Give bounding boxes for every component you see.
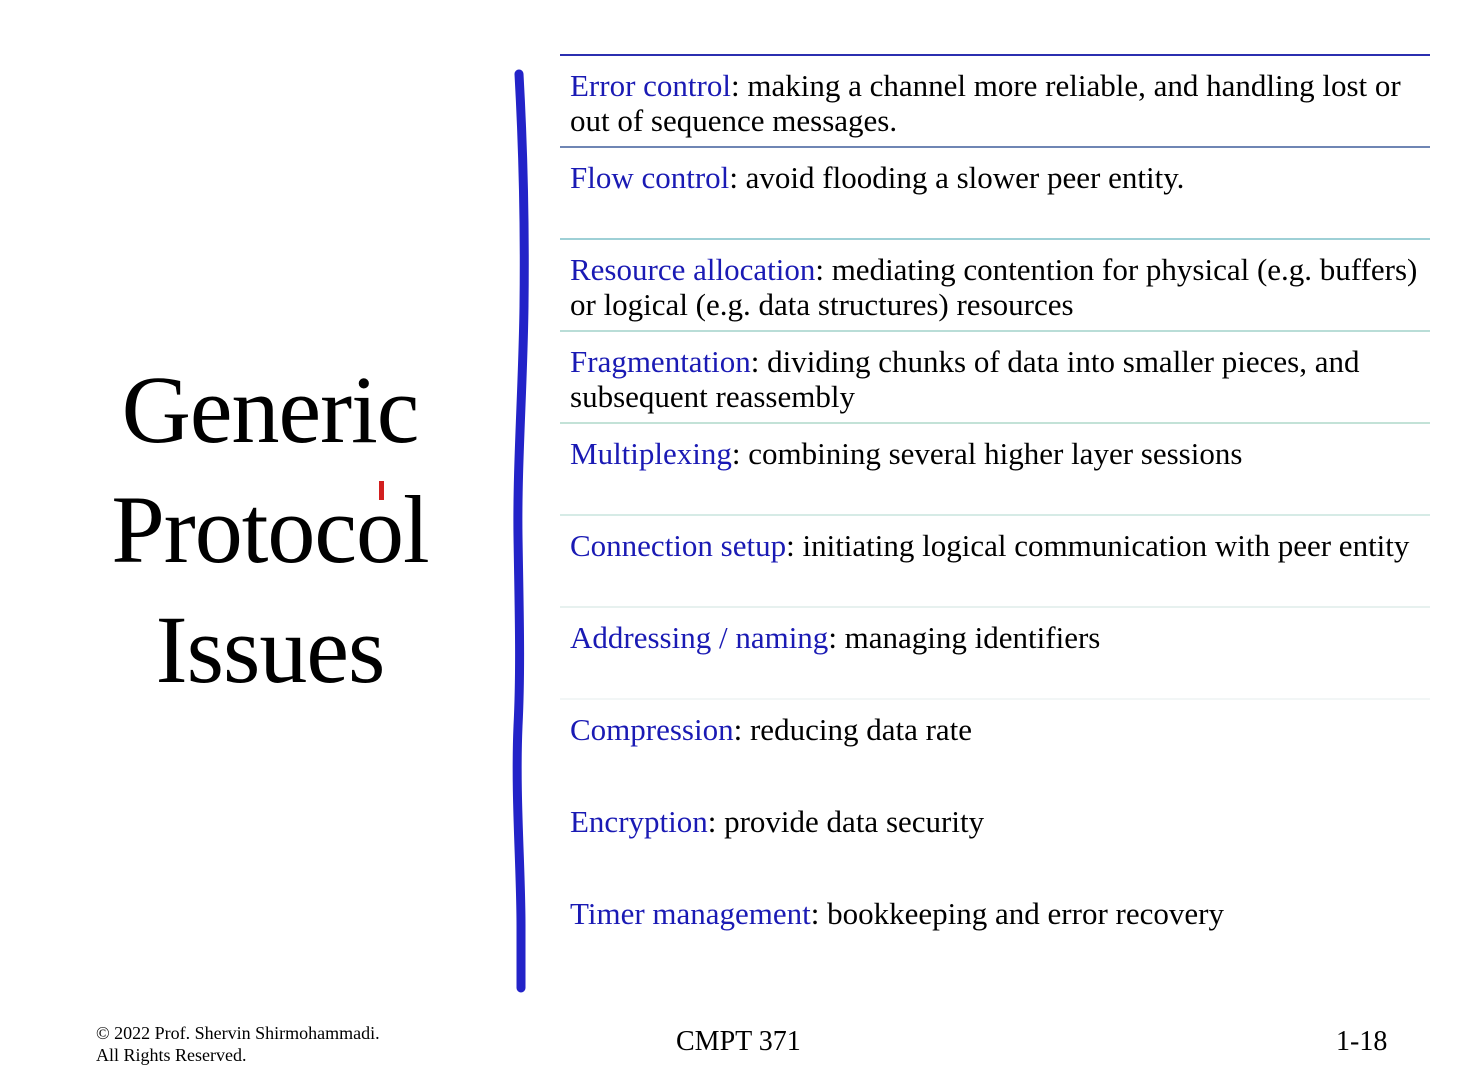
title-line-2: Protocol: [111, 476, 429, 583]
item-desc: : combining several higher layer session…: [731, 436, 1243, 471]
slide-title: Generic Protocol Issues: [40, 350, 500, 710]
item-term: Flow control: [570, 160, 730, 195]
item-term: Fragmentation: [570, 344, 751, 379]
item-desc: : managing identifiers: [828, 620, 1101, 655]
item-term: Multiplexing: [570, 436, 732, 471]
item-desc: : reducing data rate: [733, 712, 973, 747]
text-cursor-mark: [379, 481, 384, 500]
ink-annotation-stroke: [512, 69, 529, 993]
footer-page-number: 1-18: [1336, 1026, 1388, 1057]
item-term: Timer management: [570, 896, 811, 931]
item-term: Resource allocation: [570, 252, 816, 287]
item-term: Compression: [570, 712, 734, 747]
issues-list: Error control: making a channel more rel…: [560, 54, 1430, 986]
list-item-compression: Compression: reducing data rate: [560, 700, 1430, 792]
list-item-fragmentation: Fragmentation: dividing chunks of data i…: [560, 332, 1430, 424]
list-item-timer-management: Timer management: bookkeeping and error …: [560, 884, 1430, 976]
item-desc: : making a channel more reliable, and ha…: [570, 68, 1401, 138]
list-item-addressing-naming: Addressing / naming: managing identifier…: [560, 608, 1430, 700]
footer-course-code: CMPT 371: [676, 1026, 801, 1057]
item-desc: : provide data security: [707, 804, 985, 839]
copyright-line-2: All Rights Reserved.: [96, 1045, 247, 1065]
item-desc: : bookkeeping and error recovery: [810, 896, 1224, 931]
list-item-flow-control: Flow control: avoid flooding a slower pe…: [560, 148, 1430, 240]
item-term: Addressing / naming: [570, 620, 829, 655]
item-term: Error control: [570, 68, 731, 103]
list-item-error-control: Error control: making a channel more rel…: [560, 56, 1430, 148]
item-desc: : initiating logical communication with …: [786, 528, 1410, 563]
item-term: Connection setup: [570, 528, 787, 563]
copyright-line-1: © 2022 Prof. Shervin Shirmohammadi.: [96, 1023, 380, 1043]
list-item-encryption: Encryption: provide data security: [560, 792, 1430, 884]
item-desc: : avoid flooding a slower peer entity.: [729, 160, 1185, 195]
item-desc: : dividing chunks of data into smaller p…: [570, 344, 1360, 414]
title-line-1: Generic: [121, 356, 420, 463]
list-item-connection-setup: Connection setup: initiating logical com…: [560, 516, 1430, 608]
footer-copyright: © 2022 Prof. Shervin Shirmohammadi. All …: [96, 1022, 380, 1066]
list-item-multiplexing: Multiplexing: combining several higher l…: [560, 424, 1430, 516]
list-item-resource-allocation: Resource allocation: mediating contentio…: [560, 240, 1430, 332]
item-desc: : mediating contention for physical (e.g…: [570, 252, 1418, 322]
title-line-3: Issues: [155, 596, 386, 703]
item-term: Encryption: [570, 804, 708, 839]
